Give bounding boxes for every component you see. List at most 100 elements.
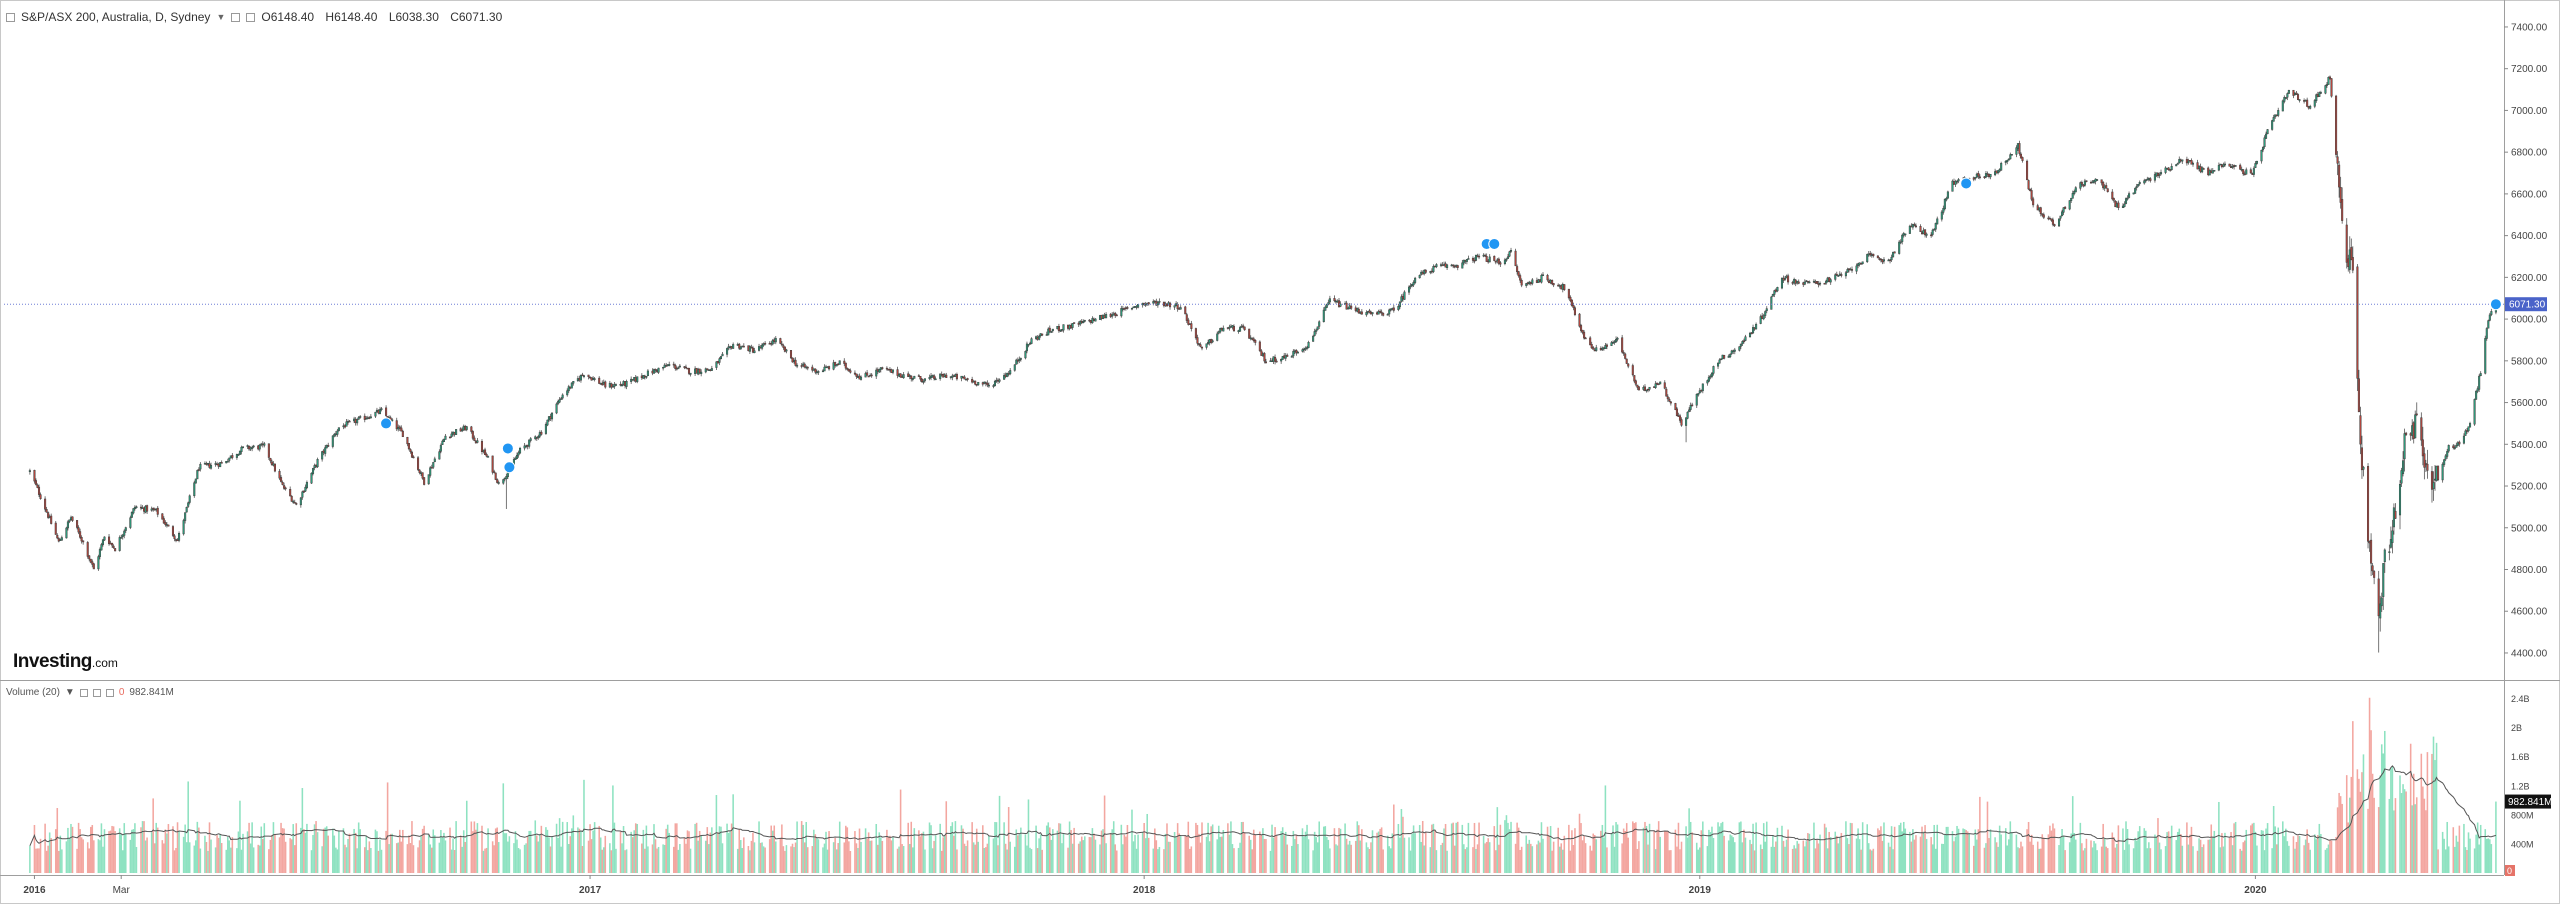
volume-bar bbox=[529, 830, 532, 873]
volume-bar bbox=[1131, 809, 1133, 873]
event-marker-icon[interactable] bbox=[1960, 177, 1973, 190]
candle-body bbox=[1105, 314, 1108, 319]
volume-label[interactable]: Volume (20) bbox=[6, 687, 60, 698]
volume-bar bbox=[427, 834, 430, 873]
event-marker-icon[interactable] bbox=[2489, 298, 2502, 311]
volume-bar bbox=[449, 827, 451, 873]
volume-bar bbox=[2137, 831, 2139, 873]
volume-bar bbox=[1985, 843, 1987, 873]
volume-bar bbox=[1339, 828, 1342, 873]
volume-bar bbox=[1957, 828, 1960, 873]
volume-bar bbox=[974, 844, 976, 873]
candle-body bbox=[2432, 482, 2435, 489]
chevron-down-icon[interactable]: ▼ bbox=[216, 12, 226, 22]
candle-body bbox=[1624, 353, 1627, 359]
volume-bar bbox=[1093, 833, 1095, 873]
volume-bar bbox=[182, 836, 185, 873]
volume-bar bbox=[1134, 834, 1136, 873]
volume-bar bbox=[1762, 823, 1765, 873]
candle-body bbox=[1465, 259, 1468, 262]
candle-body bbox=[1621, 337, 1624, 353]
candle-body bbox=[2485, 328, 2488, 339]
volume-bar bbox=[1974, 829, 1977, 873]
volume-bar bbox=[683, 837, 686, 873]
volume-bar bbox=[1744, 837, 1747, 873]
candle-body bbox=[1519, 275, 1522, 281]
candle-body bbox=[2187, 160, 2190, 164]
candle-body bbox=[491, 455, 494, 473]
settings-icon[interactable] bbox=[231, 12, 241, 22]
candle-body bbox=[258, 444, 261, 450]
event-marker-icon[interactable] bbox=[1488, 237, 1501, 250]
volume-bar bbox=[2059, 837, 2062, 873]
volume-bar bbox=[1770, 846, 1773, 873]
volume-bar bbox=[822, 847, 824, 873]
volume-bar bbox=[88, 848, 91, 873]
collapse-icon[interactable] bbox=[6, 12, 15, 22]
candle-body bbox=[363, 415, 366, 420]
volume-bar bbox=[2283, 836, 2286, 873]
volume-bar bbox=[656, 848, 658, 873]
volume-bar bbox=[1536, 844, 1538, 873]
volume-bar bbox=[1418, 825, 1421, 873]
volume-bar bbox=[747, 846, 750, 873]
volume-bar bbox=[1423, 845, 1426, 873]
candle-body bbox=[284, 487, 287, 490]
volume-bar bbox=[2402, 784, 2404, 873]
event-marker-icon[interactable] bbox=[503, 461, 516, 474]
volume-axis-label: 1.2B bbox=[2511, 781, 2530, 791]
volume-bar bbox=[438, 842, 441, 873]
volume-bar bbox=[1983, 847, 1986, 873]
candle-body bbox=[226, 460, 229, 463]
candle-body bbox=[89, 558, 92, 563]
volume-bar bbox=[175, 847, 177, 873]
volume-bar bbox=[2315, 839, 2318, 873]
volume-bar bbox=[365, 836, 368, 873]
close-icon[interactable] bbox=[246, 12, 256, 22]
volume-bar bbox=[140, 827, 142, 873]
volume-bar bbox=[896, 848, 899, 873]
volume-bar bbox=[1455, 822, 1457, 873]
symbol-title[interactable]: S&P/ASX 200, Australia, D, Sydney bbox=[21, 10, 211, 24]
collapse-icon[interactable] bbox=[79, 688, 88, 697]
candle-body bbox=[2211, 170, 2214, 174]
volume-bar bbox=[939, 823, 941, 873]
volume-bar bbox=[1860, 849, 1862, 873]
volume-bar bbox=[2400, 793, 2403, 873]
volume-bar bbox=[1301, 828, 1304, 873]
candle-body bbox=[764, 342, 767, 345]
close-icon[interactable] bbox=[105, 688, 114, 697]
volume-bar bbox=[2338, 792, 2340, 873]
volume-bar bbox=[507, 841, 509, 873]
chevron-down-icon[interactable]: ▼ bbox=[64, 687, 75, 698]
candle-body bbox=[2068, 200, 2071, 210]
volume-bar bbox=[589, 824, 591, 873]
volume-bar bbox=[913, 828, 916, 873]
candle-body bbox=[1701, 383, 1704, 392]
candle-body bbox=[1957, 179, 1960, 182]
volume-bar bbox=[1995, 842, 1998, 873]
volume-bar bbox=[1186, 836, 1188, 873]
volume-bar bbox=[1839, 837, 1841, 873]
event-marker-icon[interactable] bbox=[501, 442, 514, 455]
event-marker-icon[interactable] bbox=[380, 417, 393, 430]
candle-body bbox=[870, 374, 873, 377]
volume-bar bbox=[1603, 837, 1605, 873]
settings-icon[interactable] bbox=[92, 688, 101, 697]
volume-bar bbox=[557, 838, 559, 873]
volume-bar bbox=[2242, 842, 2244, 873]
volume-bar bbox=[753, 842, 756, 873]
volume-bar bbox=[1797, 843, 1800, 873]
volume-bar bbox=[1125, 836, 1127, 873]
investing-logo: Investing.com bbox=[13, 651, 118, 673]
volume-bar bbox=[985, 847, 987, 873]
candle-body bbox=[505, 476, 508, 480]
volume-bar bbox=[2167, 831, 2170, 873]
volume-bar bbox=[2274, 826, 2276, 873]
volume-bar bbox=[39, 838, 42, 873]
candle-body bbox=[598, 377, 601, 384]
candle-body bbox=[2335, 95, 2338, 155]
volume-bar bbox=[870, 840, 873, 873]
